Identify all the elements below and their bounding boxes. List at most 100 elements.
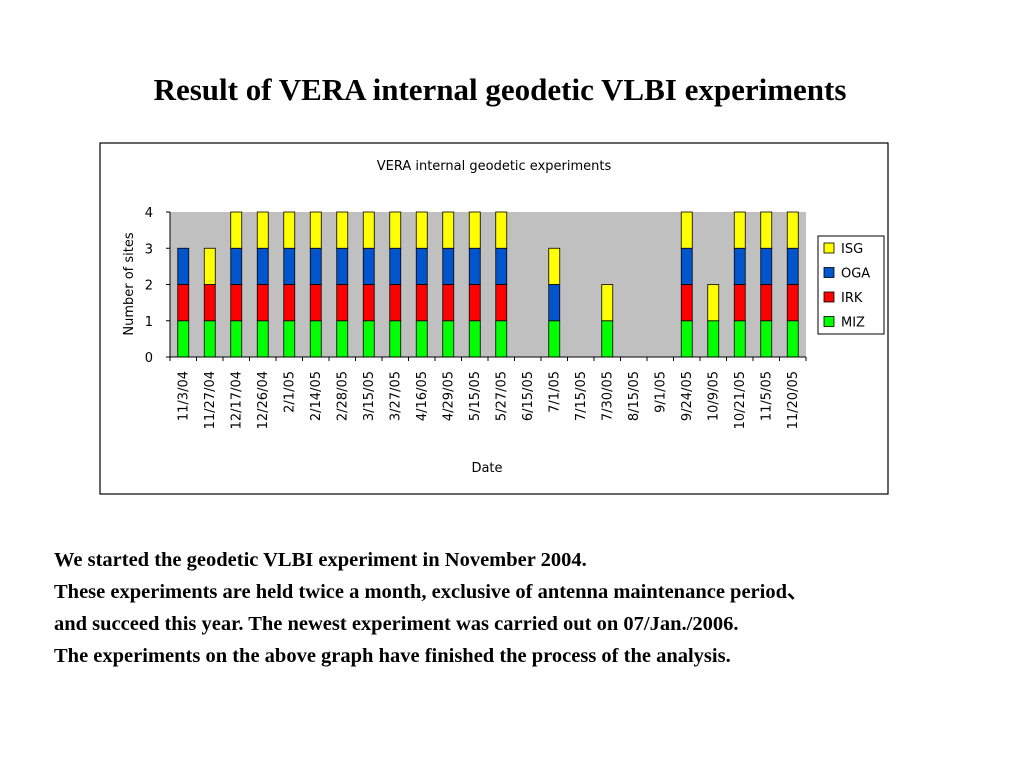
bar-oga-6 <box>336 247 349 285</box>
bar-irk-2 <box>230 284 243 322</box>
bar-miz-19 <box>680 320 693 358</box>
bar-irk-22 <box>760 284 773 322</box>
x-tick-label: 2/28/05 <box>335 371 350 421</box>
x-tick-label: 7/1/05 <box>547 371 562 413</box>
slide-title: Result of VERA internal geodetic VLBI ex… <box>153 72 847 107</box>
body-text: We started the geodetic VLBI experiment … <box>54 544 1014 672</box>
bar-oga-2 <box>230 247 243 285</box>
bar-isg-2 <box>230 211 243 249</box>
bar-oga-12 <box>495 247 508 285</box>
bar-isg-22 <box>760 211 773 249</box>
bar-oga-21 <box>733 247 746 285</box>
bar-oga-22 <box>760 247 773 285</box>
bar-isg-12 <box>495 211 508 249</box>
paragraph-3: and succeed this year. The newest experi… <box>54 613 739 635</box>
bar-miz-3 <box>256 320 269 358</box>
bar-isg-4 <box>283 211 296 249</box>
legend-swatch-isg <box>823 242 835 254</box>
bar-irk-7 <box>362 284 375 322</box>
bar-oga-3 <box>256 247 269 285</box>
legend-swatch-miz <box>823 316 835 327</box>
bar-oga-9 <box>415 247 428 285</box>
x-axis-label: Date <box>471 461 502 476</box>
x-tick-label: 11/27/04 <box>203 371 218 429</box>
bar-isg-7 <box>362 211 375 249</box>
paragraph-1: We started the geodetic VLBI experiment … <box>54 549 587 571</box>
paragraph-4: The experiments on the above graph have … <box>54 645 731 667</box>
legend-label-miz: MIZ <box>841 316 865 331</box>
bar-isg-3 <box>256 211 269 249</box>
plot-area <box>170 212 806 357</box>
legend-swatch-irk <box>823 291 835 303</box>
bar-miz-12 <box>495 320 508 358</box>
bar-isg-21 <box>733 211 746 249</box>
bar-miz-16 <box>601 320 614 358</box>
bar-irk-21 <box>733 284 746 322</box>
bar-oga-19 <box>680 247 693 285</box>
bar-isg-14 <box>548 247 561 285</box>
bar-isg-9 <box>415 211 428 249</box>
bar-irk-8 <box>389 284 402 322</box>
y-axis-label: Number of sites <box>122 232 137 335</box>
bar-isg-19 <box>680 211 693 249</box>
legend: ISG OGA IRK MIZ <box>823 242 870 331</box>
bar-miz-8 <box>389 320 402 358</box>
bar-miz-4 <box>283 320 296 358</box>
bar-miz-20 <box>707 320 720 358</box>
bar-miz-22 <box>760 320 773 358</box>
bar-isg-8 <box>389 211 402 249</box>
x-tick-label: 2/14/05 <box>309 371 324 421</box>
x-tick-label: 9/1/05 <box>653 371 668 413</box>
bar-miz-21 <box>733 320 746 358</box>
bar-irk-9 <box>415 284 428 322</box>
x-tick-label: 2/1/05 <box>282 371 297 413</box>
x-tick-label: 11/3/04 <box>176 371 191 421</box>
y-tick-label: 4 <box>145 206 153 221</box>
bar-miz-0 <box>177 320 190 358</box>
x-tick-label: 12/26/04 <box>256 371 271 429</box>
bar-irk-19 <box>680 284 693 322</box>
bar-irk-1 <box>203 284 216 322</box>
y-tick-label: 1 <box>145 315 153 330</box>
bar-miz-23 <box>786 320 799 358</box>
bar-miz-2 <box>230 320 243 358</box>
x-tick-label: 3/15/05 <box>362 371 377 421</box>
x-tick-label: 4/16/05 <box>415 371 430 421</box>
bar-oga-23 <box>786 247 799 285</box>
bar-miz-14 <box>548 320 561 358</box>
bar-miz-7 <box>362 320 375 358</box>
bar-irk-12 <box>495 284 508 322</box>
bar-oga-5 <box>309 247 322 285</box>
bar-irk-3 <box>256 284 269 322</box>
bar-oga-0 <box>177 247 190 285</box>
bar-miz-10 <box>442 320 455 358</box>
bar-oga-8 <box>389 247 402 285</box>
bar-irk-11 <box>468 284 481 322</box>
chart: VERA internal geodetic experiments 0 1 2 3 4… <box>99 142 889 495</box>
bar-miz-1 <box>203 320 216 358</box>
bar-irk-5 <box>309 284 322 322</box>
bar-isg-16 <box>601 284 614 322</box>
x-tick-label: 5/15/05 <box>468 371 483 421</box>
x-tick-label: 4/29/05 <box>441 371 456 421</box>
x-tick-label: 8/15/05 <box>627 371 642 421</box>
legend-label-isg: ISG <box>841 242 863 257</box>
y-ticks-group: 0 1 2 3 4 <box>145 206 170 366</box>
legend-label-irk: IRK <box>841 291 863 306</box>
bar-oga-7 <box>362 247 375 285</box>
x-tick-label: 10/21/05 <box>733 371 748 429</box>
bar-irk-10 <box>442 284 455 322</box>
bar-irk-6 <box>336 284 349 322</box>
bar-oga-14 <box>548 284 561 322</box>
bar-isg-6 <box>336 211 349 249</box>
x-tick-label: 10/9/05 <box>706 371 721 421</box>
x-tick-label: 11/20/05 <box>786 371 801 429</box>
x-tick-label: 7/30/05 <box>600 371 615 421</box>
paragraph-2: These experiments are held twice a month… <box>54 581 808 603</box>
bar-miz-9 <box>415 320 428 358</box>
bar-oga-4 <box>283 247 296 285</box>
chart-title: VERA internal geodetic experiments <box>377 159 612 174</box>
bar-isg-20 <box>707 284 720 322</box>
y-tick-label: 2 <box>145 279 153 294</box>
bars-group <box>177 211 799 358</box>
